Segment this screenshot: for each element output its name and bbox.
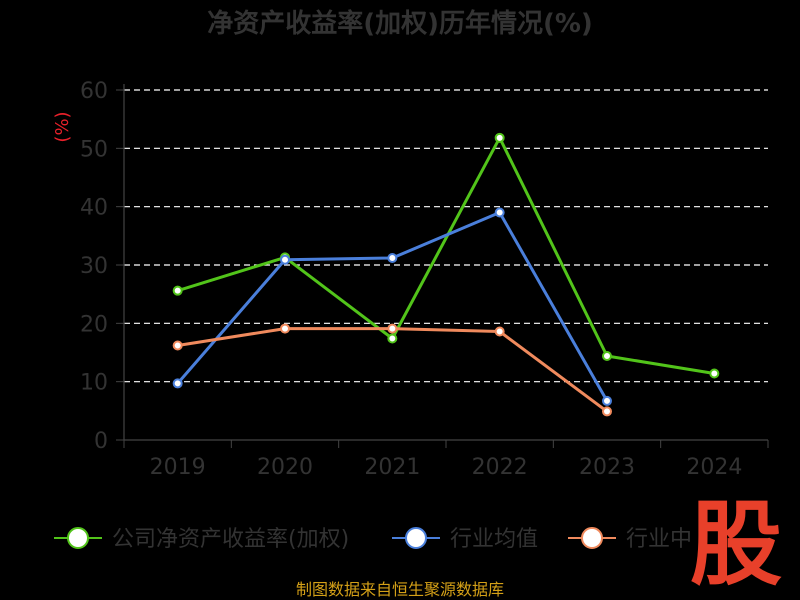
y-tick-labels: 0 10 20 30 40 50 60	[80, 79, 124, 454]
legend-label-industry-mean: 行业均值	[450, 527, 538, 552]
y-tick-label-20: 20	[80, 312, 108, 337]
data-point-industry-mean-2021[interactable]	[387, 253, 398, 263]
series-line-industry-mean	[176, 211, 609, 402]
data-point-industry-mean-2020[interactable]	[280, 254, 290, 265]
watermark-logo: 股	[690, 491, 782, 598]
axes	[123, 84, 768, 441]
x-tick-labels: 2019 2020 2021 2022 2023 2024	[123, 440, 769, 480]
legend: 公司净资产收益率(加权) 行业均值 行业中	[54, 527, 692, 552]
y-axis-label: (%)	[52, 111, 73, 142]
data-point-company-roe-2023[interactable]	[602, 351, 612, 361]
data-point-company-roe-2022[interactable]	[494, 132, 505, 143]
y-tick-label-10: 10	[80, 371, 108, 396]
y-tick-label-40: 40	[80, 196, 108, 221]
legend-label-industry-median: 行业中	[626, 527, 692, 552]
x-tick-label-2021: 2021	[364, 455, 420, 480]
data-point-company-roe-2021[interactable]	[387, 333, 398, 344]
x-tick-label-2020: 2020	[257, 455, 313, 480]
x-tick-label-2023: 2023	[579, 455, 635, 480]
series-industry-median	[172, 323, 612, 417]
data-point-industry-median-2021[interactable]	[387, 323, 398, 334]
data-point-industry-mean-2019[interactable]	[172, 378, 183, 389]
x-tick-label-2022: 2022	[472, 455, 528, 480]
data-point-company-roe-2019[interactable]	[172, 285, 183, 296]
y-tick-label-0: 0	[94, 429, 108, 454]
data-point-industry-median-2022[interactable]	[494, 326, 505, 337]
series-lines	[172, 132, 720, 417]
y-tick-label-60: 60	[80, 79, 108, 104]
y-tick-label-30: 30	[80, 254, 108, 279]
y-tick-label-50: 50	[80, 137, 108, 162]
legend-label-company-roe: 公司净资产收益率(加权)	[112, 527, 349, 552]
legend-item-industry-median[interactable]: 行业中	[568, 527, 692, 552]
legend-item-industry-mean[interactable]: 行业均值	[392, 527, 538, 552]
legend-marker-industry-median	[581, 527, 603, 549]
legend-marker-industry-mean	[405, 527, 427, 549]
data-point-industry-median-2019[interactable]	[172, 340, 183, 351]
data-point-industry-median-2020[interactable]	[280, 323, 290, 334]
x-tick-label-2019: 2019	[150, 455, 206, 480]
series-industry-mean	[172, 207, 612, 406]
data-point-industry-median-2023[interactable]	[602, 406, 612, 417]
data-point-company-roe-2024[interactable]	[709, 368, 720, 379]
legend-item-company-roe[interactable]: 公司净资产收益率(加权)	[54, 527, 349, 552]
data-point-industry-mean-2022[interactable]	[494, 207, 505, 218]
series-line-company-roe	[177, 136, 715, 375]
chart-title: 净资产收益率(加权)历年情况(%)	[207, 8, 593, 39]
legend-marker-company-roe	[67, 527, 89, 549]
series-company-roe	[172, 132, 720, 379]
grid-lines	[124, 89, 768, 383]
source-note: 制图数据来自恒生聚源数据库	[296, 580, 504, 599]
data-point-industry-mean-2023[interactable]	[602, 395, 612, 406]
x-tick-label-2024: 2024	[686, 455, 742, 480]
